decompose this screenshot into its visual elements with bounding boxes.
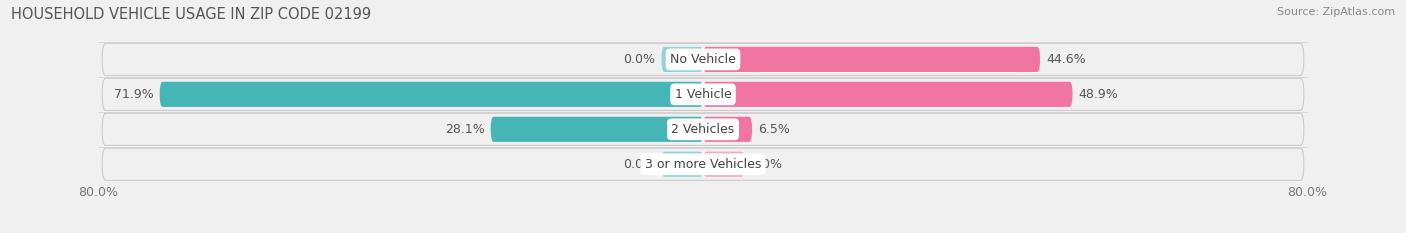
Text: 1 Vehicle: 1 Vehicle xyxy=(675,88,731,101)
FancyBboxPatch shape xyxy=(160,82,703,107)
FancyBboxPatch shape xyxy=(703,152,745,177)
Text: 2 Vehicles: 2 Vehicles xyxy=(672,123,734,136)
Text: 44.6%: 44.6% xyxy=(1046,53,1085,66)
Text: No Vehicle: No Vehicle xyxy=(671,53,735,66)
FancyBboxPatch shape xyxy=(661,47,703,72)
Text: 28.1%: 28.1% xyxy=(444,123,485,136)
Text: 0.0%: 0.0% xyxy=(623,53,655,66)
FancyBboxPatch shape xyxy=(703,47,1040,72)
FancyBboxPatch shape xyxy=(103,148,1303,180)
Text: 71.9%: 71.9% xyxy=(114,88,153,101)
Text: 48.9%: 48.9% xyxy=(1078,88,1118,101)
Text: HOUSEHOLD VEHICLE USAGE IN ZIP CODE 02199: HOUSEHOLD VEHICLE USAGE IN ZIP CODE 0219… xyxy=(11,7,371,22)
FancyBboxPatch shape xyxy=(703,82,1073,107)
FancyBboxPatch shape xyxy=(703,117,752,142)
FancyBboxPatch shape xyxy=(103,113,1303,145)
Text: 6.5%: 6.5% xyxy=(758,123,790,136)
Text: 0.0%: 0.0% xyxy=(751,158,783,171)
Text: Source: ZipAtlas.com: Source: ZipAtlas.com xyxy=(1277,7,1395,17)
FancyBboxPatch shape xyxy=(103,43,1303,75)
FancyBboxPatch shape xyxy=(661,152,703,177)
Text: 3 or more Vehicles: 3 or more Vehicles xyxy=(645,158,761,171)
FancyBboxPatch shape xyxy=(103,78,1303,110)
FancyBboxPatch shape xyxy=(491,117,703,142)
Text: 0.0%: 0.0% xyxy=(623,158,655,171)
